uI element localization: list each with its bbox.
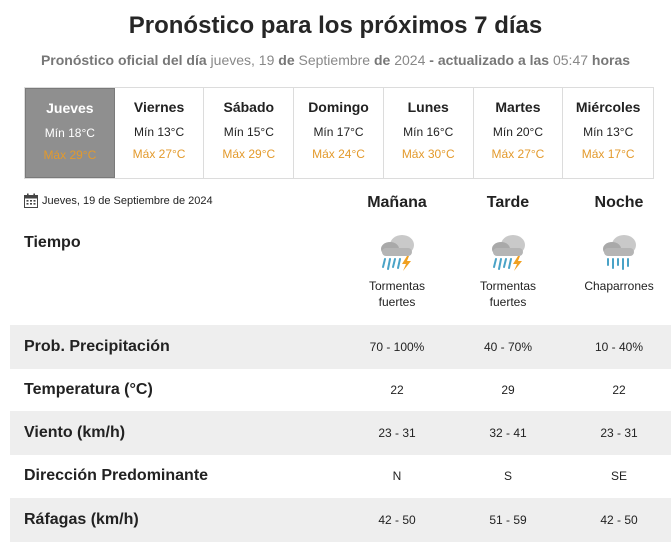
row-value-manana: 23 - 31 [378,426,416,440]
row-label: Viento (km/h) [24,424,126,441]
day-min-temp: Mín 15°C [223,125,274,139]
weather-label: Chaparrones [584,279,654,293]
detail-date: Jueves, 19 de Septiembre de 2024 [24,193,213,208]
day-name: Lunes [407,99,449,115]
row-value-noche: SE [610,469,627,483]
weather-tarde: Tormentas fuertes [453,232,563,310]
day-name: Domingo [308,99,369,115]
day-name: Jueves [46,100,94,116]
day-tab-jueves[interactable]: Jueves Mín 18°C Máx 29°C [25,88,115,178]
row-value-manana: 70 - 100% [369,340,425,354]
thunderstorm-icon [381,235,414,271]
day-name: Martes [495,99,541,115]
day-tab-viernes[interactable]: Viernes Mín 13°C Máx 27°C [115,88,205,178]
day-min-temp: Mín 16°C [403,125,454,139]
day-name: Miércoles [575,99,641,115]
row-label: Temperatura (°C) [24,381,153,398]
row-label: Dirección Predominante [24,467,209,484]
thunderstorm-icon [492,235,525,271]
subtitle-updated: - actualizado a las [429,52,550,68]
row-value-tarde: S [503,469,512,483]
day-min-temp: Mín 20°C [492,125,544,139]
day-min-temp: Mín 18°C [44,126,95,140]
detail-date-text: Jueves, 19 de Septiembre de 2024 [42,194,213,207]
weather-label: Tormentas [368,279,426,293]
row-label: Prob. Precipitación [24,338,170,355]
day-max-temp: Máx 30°C [401,147,455,161]
showers-icon [603,235,636,270]
weather-noche: Chaparrones [564,232,671,294]
row-viento: Viento (km/h) 23 - 31 32 - 41 23 - 31 [10,411,671,455]
subtitle-lead: Pronóstico oficial del día [40,52,207,68]
day-tab-lunes[interactable]: Lunes Mín 16°C Máx 30°C [384,88,474,178]
row-value-manana: N [392,469,402,483]
subtitle-month: Septiembre [298,52,371,68]
day-name: Viernes [133,99,185,115]
day-tab-sabado[interactable]: Sábado Mín 15°C Máx 29°C [204,88,295,178]
period-tarde: Tarde [486,194,530,211]
row-value-tarde: 32 - 41 [489,426,527,440]
subtitle-time: 05:47 [552,52,589,68]
day-max-temp: Máx 17°C [581,147,635,161]
day-max-temp: Máx 27°C [132,147,186,161]
day-tab-miercoles[interactable]: Miércoles Mín 13°C Máx 17°C [563,88,653,178]
calendar-icon [24,193,38,208]
row-value-noche: 23 - 31 [600,426,638,440]
row-temperatura: Temperatura (°C) 22 29 22 [10,368,671,412]
row-value-tarde: 40 - 70% [483,340,533,354]
day-selector: Jueves Mín 18°C Máx 29°C Viernes Mín 13°… [24,87,654,179]
row-value-noche: 42 - 50 [600,513,638,527]
page-title: Pronóstico para los próximos 7 días [128,12,543,39]
subtitle-horas: horas [591,52,631,68]
row-value-manana: 22 [390,383,404,397]
day-max-temp: Máx 27°C [491,147,545,161]
subtitle-year: 2024 [394,52,426,68]
period-noche: Noche [594,194,644,211]
day-tab-martes[interactable]: Martes Mín 20°C Máx 27°C [474,88,564,178]
tiempo-label: Tiempo [24,234,81,251]
day-min-temp: Mín 13°C [134,125,185,139]
row-label: Ráfagas (km/h) [24,511,139,528]
day-max-temp: Máx 29°C [222,147,276,161]
row-rafagas: Ráfagas (km/h) 42 - 50 51 - 59 42 - 50 [10,498,671,542]
subtitle-de: de [373,52,391,68]
day-tab-domingo[interactable]: Domingo Mín 17°C Máx 24°C [294,88,384,178]
forecast-subtitle: Pronóstico oficial del día jueves, 19 de… [0,52,671,68]
day-max-temp: Máx 24°C [312,147,365,161]
row-value-manana: 42 - 50 [378,513,416,527]
weather-label: fuertes [489,295,527,309]
row-value-noche: 22 [612,383,626,397]
row-value-noche: 10 - 40% [594,340,644,354]
day-max-temp: Máx 29°C [43,148,97,162]
day-min-temp: Mín 17°C [313,125,364,139]
row-value-tarde: 29 [501,383,515,397]
row-direccion: Dirección Predominante N S SE [10,454,671,498]
day-name: Sábado [223,99,275,115]
subtitle-weekday: jueves, 19 [210,52,275,68]
period-manana: Mañana [367,194,427,211]
weather-label: Tormentas [479,279,537,293]
weather-manana: Tormentas fuertes [342,232,452,310]
row-prob-precipitacion: Prob. Precipitación 70 - 100% 40 - 70% 1… [10,325,671,369]
day-min-temp: Mín 13°C [583,125,634,139]
row-value-tarde: 51 - 59 [489,513,527,527]
weather-label: fuertes [378,295,416,309]
subtitle-de: de [278,52,295,68]
